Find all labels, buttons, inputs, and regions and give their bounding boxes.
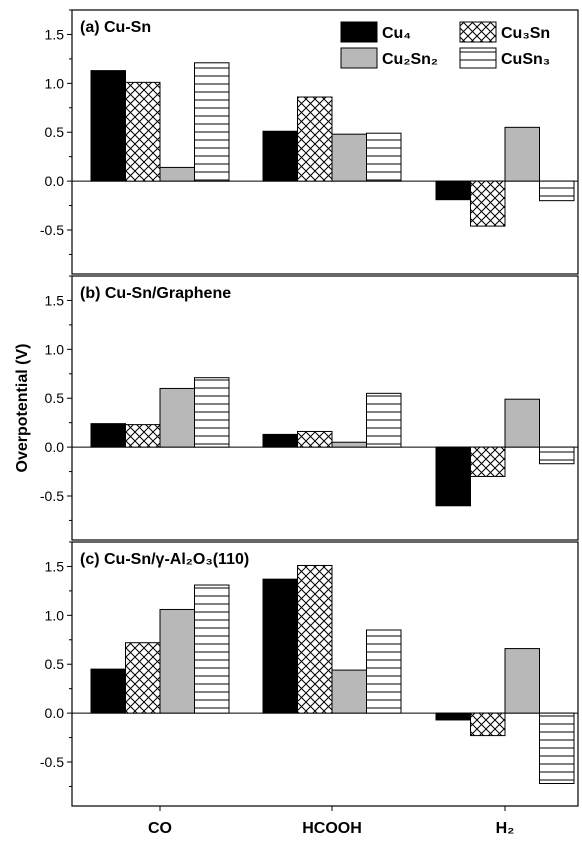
bar-3-s1-c1 — [90, 668, 126, 714]
panel-title: (c) Cu-Sn/γ-Al₂O₃(110) — [80, 551, 249, 568]
bar-2-s2-c3 — [470, 446, 506, 477]
x-category-label: CO — [148, 820, 172, 837]
bar-1-s1-c2 — [262, 130, 298, 182]
bar-3-s4-c2 — [366, 629, 402, 714]
panel-title: (b) Cu-Sn/Graphene — [80, 285, 231, 302]
bar-3-s3-c3 — [504, 648, 540, 714]
bar-2-s1-c2 — [262, 433, 298, 448]
x-category-label: H₂ — [496, 820, 515, 837]
legend-swatch — [459, 47, 497, 69]
y-tick-label: 1.0 — [45, 341, 65, 357]
bar-1-s4-c2 — [366, 132, 402, 182]
bar-2-s1-c3 — [435, 446, 471, 507]
bar-3-s1-c3 — [435, 712, 471, 721]
bar-3-s1-c2 — [262, 578, 298, 714]
legend-label: CuSn₃ — [501, 51, 550, 68]
bar-1-s4-c1 — [194, 62, 230, 182]
bar-2-s1-c1 — [90, 423, 126, 448]
y-tick-label: -0.5 — [40, 754, 64, 770]
panel-3: -0.5 0.0 0.5 1.0 1.5 (c) Cu-Sn/γ-Al₂O₃(110) — [40, 541, 579, 807]
bar-1-s3-c2 — [331, 133, 367, 182]
bar-2-s3-c2 — [331, 441, 367, 448]
bar-1-s3-c1 — [159, 166, 195, 182]
y-tick-label: 0.5 — [45, 390, 65, 406]
y-tick-label: 1.5 — [45, 558, 65, 574]
legend-swatch — [340, 47, 378, 69]
bar-1-s2-c3 — [470, 180, 506, 227]
y-tick-label: 1.0 — [45, 607, 65, 623]
panel-frame — [71, 541, 579, 807]
bar-1-s4-c3 — [539, 180, 575, 202]
bar-2-s3-c3 — [504, 398, 540, 448]
y-tick-label: -0.5 — [40, 222, 64, 238]
panel-frame — [71, 9, 579, 275]
panel-2: -0.5 0.0 0.5 1.0 1.5 (b) Cu-Sn/Graphene — [40, 275, 579, 541]
bar-2-s4-c3 — [539, 446, 575, 465]
y-tick-label: 0.0 — [45, 173, 65, 189]
legend: Cu₄ Cu₃Sn Cu₂Sn₂ CuSn₃ — [340, 21, 550, 69]
y-tick-label: 1.0 — [45, 75, 65, 91]
bar-2-s4-c2 — [366, 392, 402, 448]
bar-3-s2-c3 — [470, 712, 506, 737]
bar-2-s2-c1 — [125, 424, 161, 448]
y-tick-label: 0.0 — [45, 439, 65, 455]
bar-3-s3-c1 — [159, 608, 195, 714]
y-tick-label: 0.5 — [45, 124, 65, 140]
bar-2-s3-c1 — [159, 387, 195, 448]
panel-1: -0.5 0.0 0.5 1.0 1.5 (a) Cu-Sn — [40, 9, 579, 275]
legend-swatch — [459, 21, 497, 43]
y-axis-label: Overpotential (V) — [14, 344, 31, 473]
bar-1-s2-c1 — [125, 81, 161, 182]
category-labels: CO HCOOH H₂ — [148, 820, 514, 837]
bar-3-s2-c1 — [125, 642, 161, 714]
bar-3-s3-c2 — [331, 669, 367, 714]
bar-3-s4-c3 — [539, 712, 575, 785]
bar-1-s2-c2 — [297, 96, 333, 182]
x-category-label: HCOOH — [302, 820, 362, 837]
y-tick-label: 0.0 — [45, 705, 65, 721]
bar-3-s4-c1 — [194, 584, 230, 714]
y-tick-label: 1.5 — [45, 26, 65, 42]
legend-label: Cu₃Sn — [501, 25, 550, 42]
bar-2-s4-c1 — [194, 377, 230, 448]
bar-3-s2-c2 — [297, 564, 333, 714]
y-tick-label: 0.5 — [45, 656, 65, 672]
panel-frame — [71, 275, 579, 541]
panel-title: (a) Cu-Sn — [80, 19, 151, 36]
y-tick-label: -0.5 — [40, 488, 64, 504]
bar-1-s3-c3 — [504, 126, 540, 182]
legend-swatch — [340, 21, 378, 43]
legend-label: Cu₄ — [382, 25, 411, 42]
panels-group: -0.5 0.0 0.5 1.0 1.5 (a) Cu-Sn -0.5 0.0 0.5 1.0 1.… — [40, 9, 579, 811]
y-tick-label: 1.5 — [45, 292, 65, 308]
bar-1-s1-c3 — [435, 180, 471, 201]
bar-2-s2-c2 — [297, 430, 333, 448]
bar-1-s1-c1 — [90, 70, 126, 182]
legend-label: Cu₂Sn₂ — [382, 51, 438, 68]
